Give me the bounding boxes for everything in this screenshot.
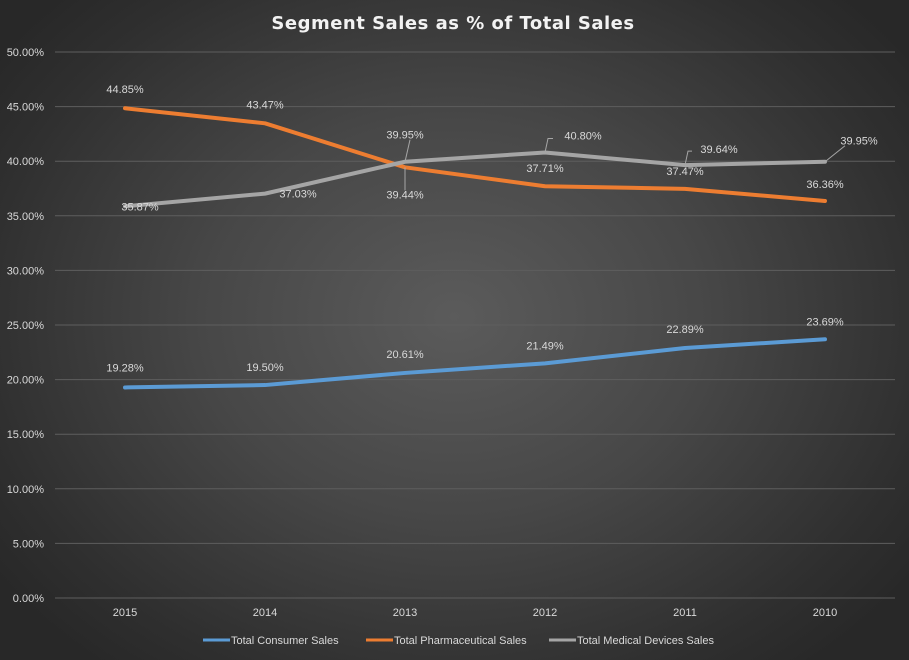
data-label: 39.95% [840, 136, 878, 148]
data-label: 20.61% [386, 349, 424, 361]
legend: Total Consumer Sales Total Pharmaceutical… [203, 635, 714, 647]
data-label-leader [404, 139, 411, 162]
chart-title: Segment Sales as % of Total Sales [271, 13, 634, 34]
series-line-total-medical-devices-sales [123, 150, 827, 209]
data-label: 36.36% [806, 179, 844, 191]
data-label: 44.85% [106, 84, 144, 96]
data-label-leader [824, 145, 846, 163]
series-line-total-pharmaceutical-sales [123, 106, 827, 203]
data-label: 19.28% [106, 362, 144, 374]
y-tick-label: 25.00% [7, 320, 45, 332]
data-label: 37.47% [666, 166, 704, 178]
x-tick-label: 2012 [533, 607, 557, 619]
data-label: 21.49% [526, 340, 564, 352]
data-label: 39.44% [386, 189, 424, 201]
data-label: 37.03% [279, 189, 317, 201]
data-label: 23.69% [806, 316, 844, 328]
x-tick-label: 2011 [673, 607, 697, 619]
y-tick-label: 50.00% [7, 47, 45, 59]
y-tick-label: 45.00% [7, 102, 45, 114]
data-label-leader [684, 150, 692, 166]
y-tick-label: 0.00% [13, 593, 44, 605]
legend-label: Total Pharmaceutical Sales [394, 635, 527, 647]
y-tick-label: 15.00% [7, 429, 45, 441]
legend-label: Total Consumer Sales [231, 635, 339, 647]
y-tick-label: 40.00% [7, 156, 45, 168]
data-label: 35.87% [121, 201, 159, 213]
x-tick-label: 2010 [813, 607, 837, 619]
data-label: 19.50% [246, 362, 284, 374]
legend-label: Total Medical Devices Sales [577, 635, 714, 647]
label-leaders [404, 137, 846, 191]
y-tick-label: 5.00% [13, 538, 44, 550]
x-tick-label: 2013 [393, 607, 417, 619]
y-tick-label: 10.00% [7, 484, 45, 496]
data-label: 43.47% [246, 99, 284, 111]
y-tick-label: 30.00% [7, 265, 45, 277]
y-tick-label: 35.00% [7, 211, 45, 223]
data-label-leader [544, 137, 553, 153]
gridlines [55, 51, 895, 599]
x-axis-ticks: 2015 2014 2013 2012 2011 2010 [113, 607, 837, 619]
x-tick-label: 2014 [253, 607, 277, 619]
data-labels: 19.28% 19.50% 20.61% 21.49% 22.89% 23.69% 44.8… [106, 84, 878, 374]
series-line-total-consumer-sales [123, 337, 827, 390]
series-lines [123, 106, 827, 390]
data-label: 37.71% [526, 163, 564, 175]
y-tick-label: 20.00% [7, 375, 45, 387]
data-label: 40.80% [564, 130, 602, 142]
data-label: 39.64% [700, 144, 738, 156]
x-tick-label: 2015 [113, 607, 137, 619]
data-label: 22.89% [666, 324, 704, 336]
data-label: 39.95% [386, 130, 424, 142]
y-axis-ticks: 0.00% 5.00% 10.00% 15.00% 20.00% 25.00% 30.00%… [7, 47, 45, 605]
